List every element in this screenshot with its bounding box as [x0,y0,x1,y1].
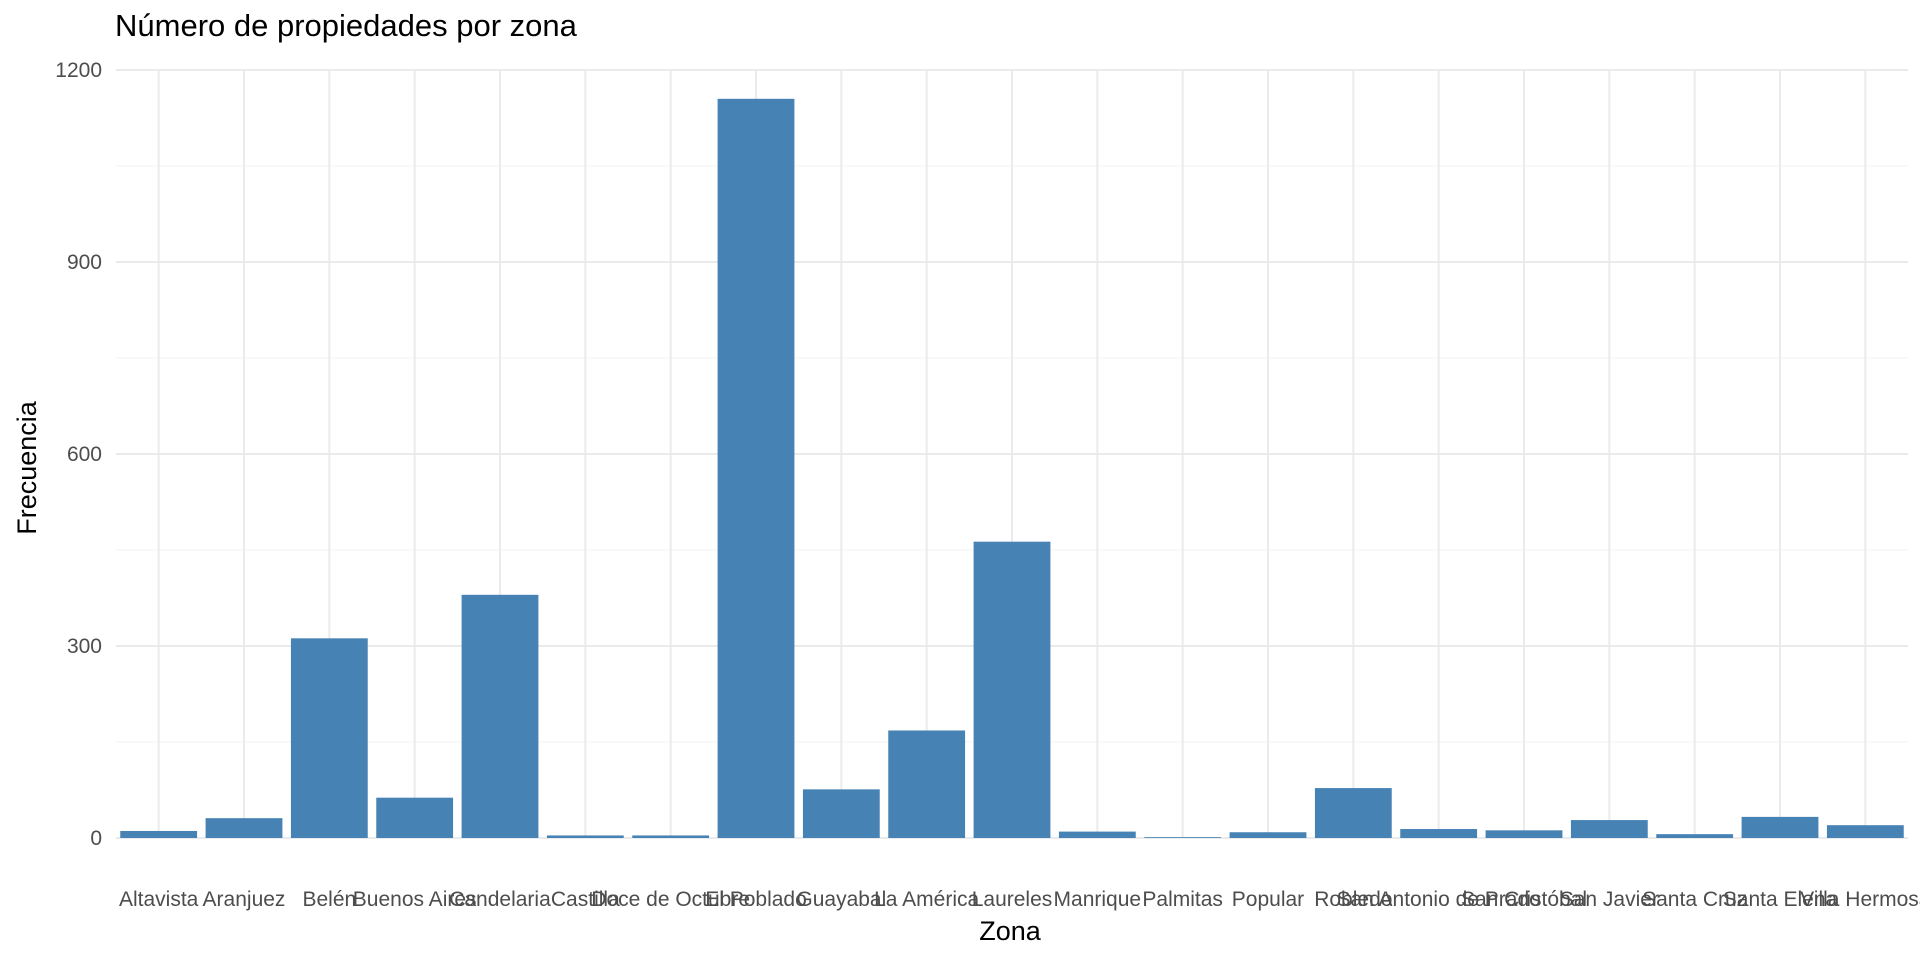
bar-belén [290,638,368,838]
bar-altavista [120,830,198,838]
bar-popular [1229,832,1307,838]
y-axis-title: Frecuencia [12,400,42,535]
x-tick-label: San Cristóbal [1461,888,1587,911]
x-tick-label: Robledo [1314,888,1392,911]
x-tick-label: Guayabal [796,888,886,911]
x-tick-label: El Poblado [705,888,807,911]
bar-palmitas [1144,837,1222,838]
x-tick-label: Manrique [1054,888,1142,911]
x-tick-label: Popular [1232,888,1304,911]
x-axis-title: Zona [979,916,1042,946]
bar-aranjuez [205,818,283,838]
x-tick-label: Doce de Octubre [591,888,750,911]
y-axis-ticks: 0 300 600 900 1200 [55,59,102,850]
bar-el-poblado [717,98,795,839]
y-tick-label: 300 [67,635,102,658]
bar-doce-de-octubre [632,835,710,838]
bar-san-javier [1570,820,1648,838]
y-tick-label: 0 [90,827,102,850]
bar-buenos-aires [376,797,454,838]
x-tick-label: La América [874,888,979,911]
bar-villa-hermosa [1826,825,1904,838]
x-tick-label: Buenos Aires [353,888,477,911]
y-tick-label: 600 [67,443,102,466]
bar-laureles [973,541,1051,838]
x-tick-label: Castilla [551,888,620,911]
bar-san-antonio-de-prado [1400,829,1478,838]
bar-candelaria [461,594,539,838]
chart-title: Número de propiedades por zona [115,8,577,43]
bar-castilla [546,835,624,838]
x-tick-label: Santa Elena [1723,888,1838,911]
x-tick-label: Aranjuez [203,888,286,911]
x-tick-label: Altavista [119,888,199,911]
x-tick-label: Villa Hermosa [1800,888,1920,911]
y-tick-label: 1200 [55,59,102,82]
y-tick-label: 900 [67,251,102,274]
x-tick-label: Santa Cruz [1642,888,1747,911]
bar-guayabal [802,789,880,838]
x-tick-label: San Antonio de Prado [1336,888,1540,911]
x-tick-label: Palmitas [1142,888,1223,911]
x-tick-label: Laureles [972,888,1053,911]
bar-san-cristóbal [1485,830,1563,838]
x-tick-label: Candelaria [449,888,551,911]
bar-manrique [1058,831,1136,838]
bar-robledo [1314,788,1392,838]
bar-santa-cruz [1656,834,1734,838]
x-tick-label: San Javier [1560,888,1659,911]
bar-la-américa [888,730,966,838]
x-tick-label: Belén [302,888,356,911]
bars [120,98,1904,839]
bar-santa-elena [1741,816,1819,838]
